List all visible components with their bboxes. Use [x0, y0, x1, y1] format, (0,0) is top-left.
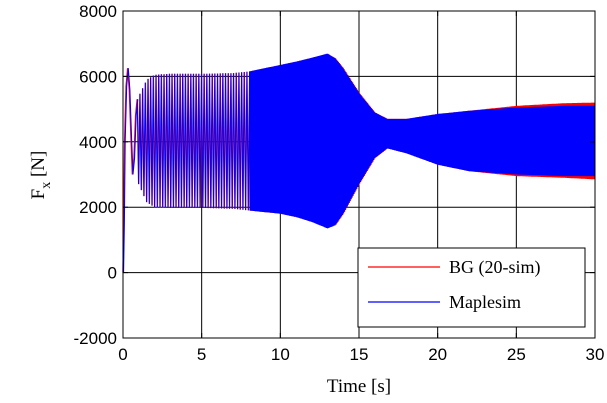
startup-transient — [122, 68, 139, 273]
series-bands — [136, 53, 596, 229]
transient-line-blue — [123, 68, 139, 273]
y-axis-label-subscript: x — [39, 182, 54, 189]
y-tick-label: -2000 — [74, 329, 117, 348]
y-tick-label: 0 — [108, 264, 117, 283]
y-axis-label-main: F — [28, 189, 49, 200]
y-tick-label: 8000 — [79, 2, 117, 21]
y-tick-label: 6000 — [79, 67, 117, 86]
x-tick-label: 30 — [586, 345, 605, 364]
x-tick-label: 0 — [118, 345, 127, 364]
x-axis-title: Time [s] — [327, 376, 391, 397]
legend-label-bg-20sim: BG (20-sim) — [449, 257, 541, 278]
x-tick-label: 15 — [350, 345, 369, 364]
x-tick-label: 10 — [271, 345, 290, 364]
y-axis-label: Fx [N] — [28, 151, 54, 200]
series-oscillation-1 — [136, 53, 595, 229]
legend-box — [357, 247, 586, 328]
x-axis-label: Time [s] — [327, 376, 391, 397]
y-tick-label: 2000 — [79, 198, 117, 217]
legend: BG (20-sim) Maplesim — [357, 247, 586, 328]
y-tick-label: 4000 — [79, 133, 117, 152]
legend-label-maplesim: Maplesim — [449, 292, 521, 312]
x-tick-label: 5 — [197, 345, 206, 364]
y-axis-label-unit: [N] — [28, 151, 49, 182]
x-tick-label: 25 — [507, 345, 526, 364]
y-axis-title: Fx [N] — [28, 151, 54, 200]
x-tick-label: 20 — [428, 345, 447, 364]
transient-line-red — [122, 68, 138, 273]
